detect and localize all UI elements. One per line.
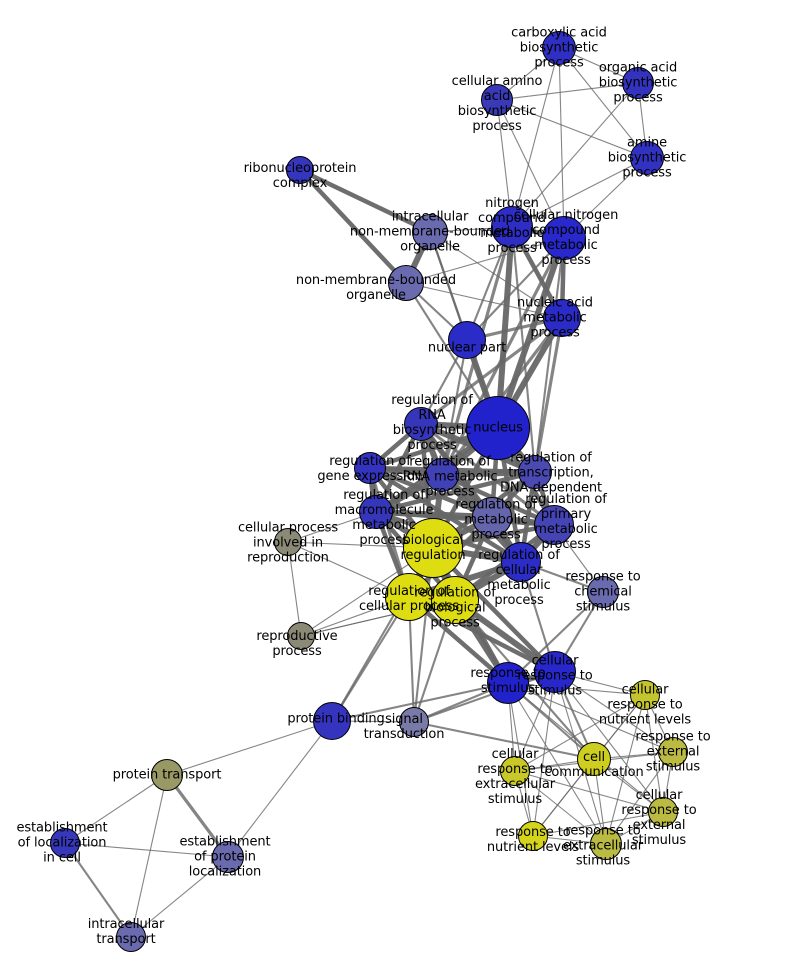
graph-node-regulation_of_metabolic_process[interactable]: [472, 497, 512, 537]
graph-node-cellular_nitrogen_compound_metabolic_process[interactable]: [542, 216, 586, 260]
graph-node-cellular_response_to_nutrient_levels[interactable]: [630, 680, 660, 710]
graph-node-cellular_process_involved_in_reproduction[interactable]: [274, 528, 302, 556]
graph-node-signal_transduction[interactable]: [399, 707, 429, 737]
graph-node-ribonucleoprotein_complex[interactable]: [286, 156, 314, 184]
graph-node-regulation_of_macromolecule_metabolic_process[interactable]: [359, 495, 393, 529]
graph-node-regulation_of_cellular_metabolic_process[interactable]: [501, 542, 541, 582]
graph-node-regulation_of_rna_metabolic_process[interactable]: [425, 458, 459, 492]
graph-node-cellular_response_to_stimulus[interactable]: [534, 651, 576, 693]
graph-node-response_to_nutrient_levels[interactable]: [518, 821, 548, 851]
graph-node-protein_binding[interactable]: [313, 702, 351, 740]
graph-node-intracellular_transport[interactable]: [116, 922, 146, 952]
graph-node-regulation_of_cellular_process[interactable]: [385, 573, 433, 621]
graph-node-cell_communication[interactable]: [577, 742, 611, 776]
graph-node-regulation_of_primary_metabolic_process[interactable]: [534, 505, 574, 545]
graph-node-nitrogen_compound_metabolic_process[interactable]: [491, 206, 533, 248]
graph-node-biological_regulation[interactable]: [403, 518, 463, 578]
graph-node-nucleic_acid_metabolic_process[interactable]: [543, 299, 581, 337]
graph-node-establishment_of_protein_localization[interactable]: [212, 841, 244, 873]
graph-node-regulation_of_transcription_dna_dependent[interactable]: [518, 455, 552, 489]
graph-node-regulation_of_gene_expression[interactable]: [354, 452, 386, 484]
graph-node-intracellular_non_membrane_bounded_organelle[interactable]: [412, 214, 448, 250]
graph-node-cellular_response_to_extracellular_stimulus[interactable]: [500, 756, 530, 786]
graph-node-protein_transport[interactable]: [151, 759, 183, 791]
graph-node-response_to_extracellular_stimulus[interactable]: [590, 828, 622, 860]
graph-node-cellular_response_to_external_stimulus[interactable]: [648, 797, 678, 827]
graph-node-response_to_stimulus[interactable]: [487, 662, 529, 704]
graph-node-response_to_chemical_stimulus[interactable]: [587, 576, 619, 608]
graph-node-non_membrane_bounded_organelle[interactable]: [388, 265, 424, 301]
graph-node-regulation_of_biological_process[interactable]: [431, 576, 479, 624]
graph-node-reproductive_process[interactable]: [287, 622, 315, 650]
graph-node-organic_acid_biosynthetic_process[interactable]: [622, 67, 654, 99]
graph-node-carboxylic_acid_biosynthetic_process[interactable]: [542, 31, 576, 65]
graph-node-nuclear_part[interactable]: [448, 321, 486, 359]
graph-node-label-non_membrane_bounded_organelle: non-membrane-bounded organelle: [295, 273, 457, 303]
graph-node-cellular_amino_acid_biosynthetic_process[interactable]: [481, 84, 513, 116]
graph-node-nucleus[interactable]: [466, 396, 530, 460]
graph-node-response_to_external_stimulus[interactable]: [658, 737, 688, 767]
graph-node-establishment_of_localization_in_cell[interactable]: [50, 828, 80, 858]
graph-node-regulation_of_rna_biosynthetic_process[interactable]: [404, 407, 438, 441]
graph-node-amine_biosynthetic_process[interactable]: [630, 141, 664, 175]
